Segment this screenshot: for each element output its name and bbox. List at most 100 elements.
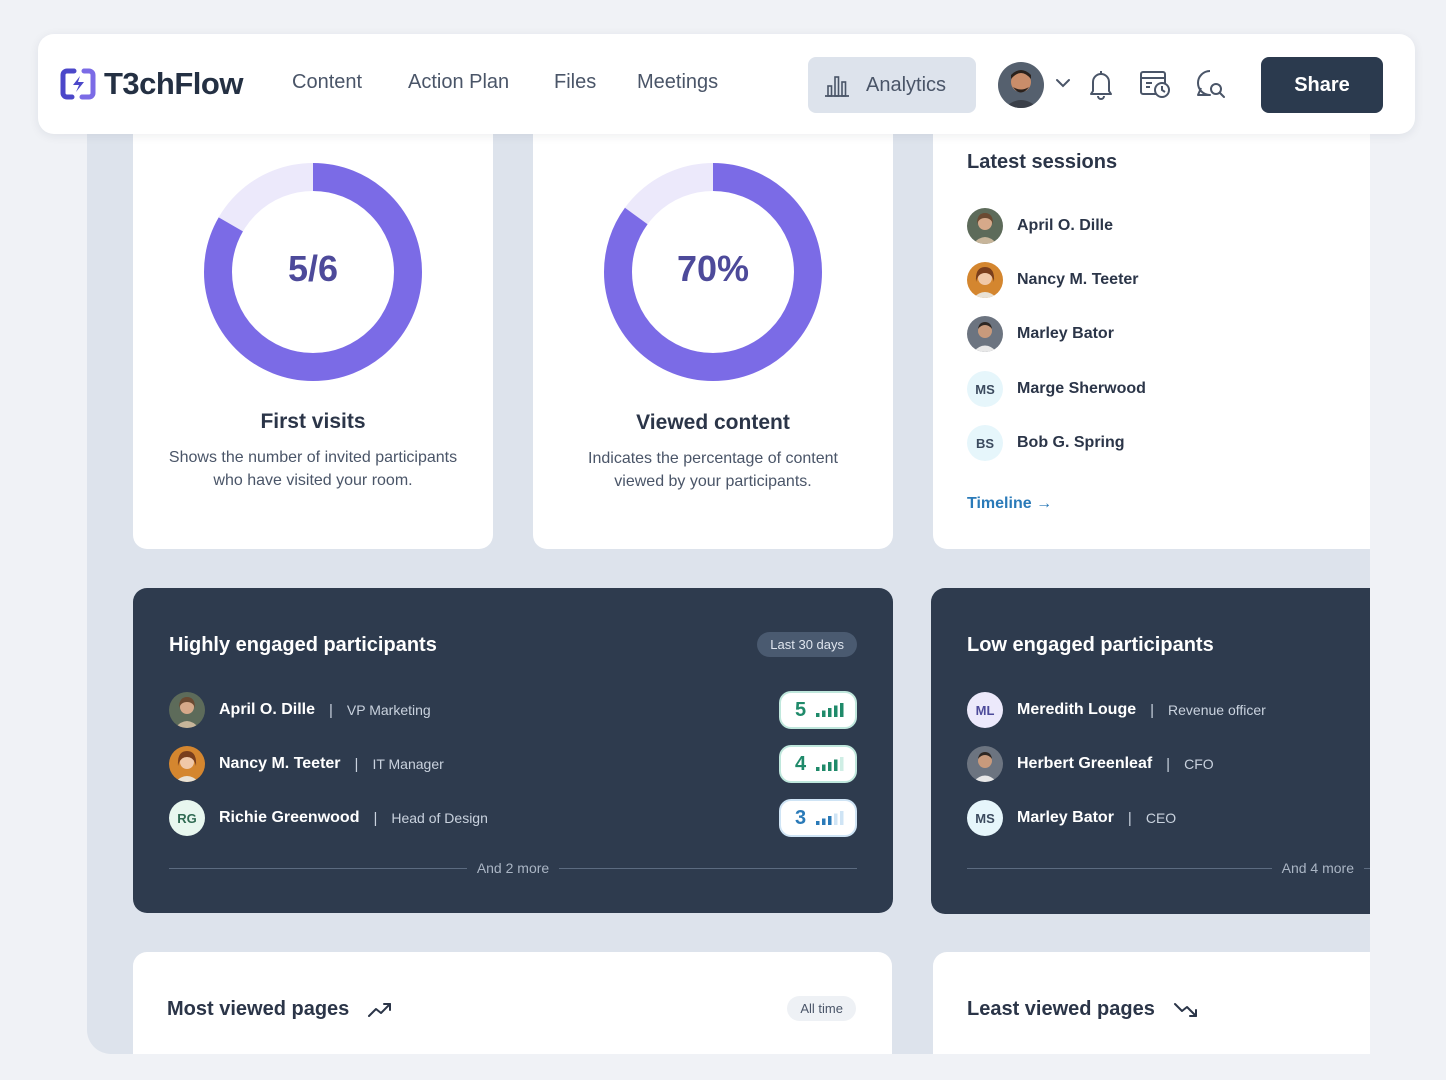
- avatar-initials: BS: [967, 425, 1003, 461]
- engagement-score-badge: 4: [779, 745, 857, 783]
- session-name: Marge Sherwood: [1017, 380, 1146, 397]
- participant-row[interactable]: Herbert Greenleaf | CFO: [967, 746, 1214, 782]
- viewed-content-value: 70%: [676, 248, 750, 289]
- participant-role: CEO: [1145, 810, 1177, 826]
- session-item[interactable]: MS Marge Sherwood: [967, 371, 1146, 407]
- avatar: [967, 262, 1003, 298]
- least-viewed-pages-card: Least viewed pages: [933, 952, 1370, 1054]
- donut-progress: [604, 163, 822, 381]
- participant-row[interactable]: RG Richie Greenwood | Head of Design: [169, 800, 488, 836]
- signal-strength-icon: [816, 703, 844, 717]
- participant-role: Revenue officer: [1168, 702, 1266, 718]
- avatar: [967, 208, 1003, 244]
- analytics-label: Analytics: [866, 73, 947, 96]
- session-name: Bob G. Spring: [1017, 434, 1125, 451]
- session-name: April O. Dille: [1017, 217, 1114, 234]
- highly-engaged-card: Highly engaged participants Last 30 days…: [133, 588, 893, 913]
- score-value: 4: [795, 752, 807, 775]
- donut-progress: [204, 163, 422, 381]
- viewed-content-donut: [604, 163, 822, 381]
- divider: [1364, 867, 1370, 869]
- participant-role: IT Manager: [372, 756, 444, 772]
- low-engaged-card: Low engaged participants ML Meredith Lou…: [931, 588, 1370, 914]
- nav-analytics-tab[interactable]: Analytics: [808, 57, 976, 113]
- participant-name: Nancy M. Teeter: [219, 755, 341, 772]
- nav-link-meetings[interactable]: Meetings: [637, 71, 719, 93]
- engagement-score-badge: 3: [779, 799, 857, 837]
- more-participants[interactable]: And 2 more: [169, 858, 857, 878]
- session-name: Marley Bator: [1017, 325, 1114, 342]
- first-visits-title: First visits: [260, 410, 366, 433]
- participant-row[interactable]: April O. Dille | VP Marketing: [169, 692, 431, 728]
- brand-name: T3chFlow: [104, 66, 243, 101]
- first-visits-value: 5/6: [287, 248, 339, 289]
- date-range-badge[interactable]: All time: [787, 996, 856, 1021]
- nav-link-files[interactable]: Files: [554, 71, 597, 93]
- session-item[interactable]: BS Bob G. Spring: [967, 425, 1125, 461]
- participant-row[interactable]: MS Marley Bator | CEO: [967, 800, 1176, 836]
- participant-role: Head of Design: [391, 810, 488, 826]
- bell-icon[interactable]: [1084, 67, 1118, 101]
- avatar-initials: ML: [967, 692, 1003, 728]
- participant-role: VP Marketing: [346, 702, 431, 718]
- signal-strength-icon: [816, 757, 844, 771]
- least-viewed-title: Least viewed pages: [967, 998, 1155, 1020]
- timeline-link[interactable]: Timeline →: [967, 495, 1053, 512]
- score-value: 5: [795, 698, 807, 721]
- share-button[interactable]: Share: [1261, 57, 1383, 113]
- separator: |: [1150, 701, 1155, 719]
- low-engaged-title: Low engaged participants: [967, 634, 1214, 656]
- participant-name: Richie Greenwood: [219, 809, 360, 826]
- brand-logo[interactable]: T3chFlow: [58, 64, 243, 104]
- first-visits-desc-2: who have visited your room.: [213, 472, 413, 489]
- separator: |: [329, 701, 333, 719]
- more-participants[interactable]: And 4 more: [967, 858, 1370, 878]
- trending-up-icon: [368, 1002, 392, 1017]
- most-viewed-pages-card: Most viewed pages All time: [133, 952, 892, 1054]
- latest-sessions-title: Latest sessions: [967, 151, 1118, 173]
- session-item[interactable]: Nancy M. Teeter: [967, 262, 1139, 298]
- latest-sessions-card: Latest sessions April O. Dille Nancy M. …: [933, 110, 1370, 549]
- more-label: And 4 more: [1281, 860, 1354, 876]
- least-viewed-heading: Least viewed pages: [967, 998, 1199, 1021]
- date-range-badge[interactable]: Last 30 days: [757, 632, 857, 657]
- trending-down-icon: [1173, 1002, 1197, 1017]
- most-viewed-heading: Most viewed pages: [167, 998, 393, 1021]
- first-visits-donut: [204, 163, 422, 381]
- viewed-content-desc-1: Indicates the percentage of content: [588, 450, 838, 467]
- nav-link-action-plan[interactable]: Action Plan: [408, 71, 510, 93]
- score-value: 3: [795, 806, 807, 829]
- participant-name: April O. Dille: [219, 701, 316, 718]
- participant-role: CFO: [1184, 756, 1214, 772]
- viewed-content-title: Viewed content: [636, 411, 790, 434]
- chat-search-icon[interactable]: [1194, 67, 1228, 101]
- session-item[interactable]: Marley Bator: [967, 316, 1114, 352]
- logo-icon: [60, 68, 96, 100]
- divider: [169, 867, 467, 869]
- avatar-initials: MS: [967, 800, 1003, 836]
- viewed-content-card: 70% Viewed content Indicates the percent…: [533, 110, 893, 549]
- divider: [559, 867, 857, 869]
- most-viewed-title: Most viewed pages: [167, 998, 350, 1020]
- bar-chart-icon: [825, 76, 849, 97]
- engagement-score-badge: 5: [779, 691, 857, 729]
- avatar-initials: RG: [169, 800, 205, 836]
- first-visits-desc-1: Shows the number of invited participants: [168, 449, 458, 466]
- separator: |: [373, 809, 378, 827]
- participant-name: Marley Bator: [1017, 809, 1114, 826]
- participant-row[interactable]: Nancy M. Teeter | IT Manager: [169, 746, 444, 782]
- user-avatar[interactable]: [998, 62, 1044, 108]
- top-navbar: T3chFlow Content Action Plan Files Meeti…: [38, 34, 1415, 134]
- viewed-content-desc-2: viewed by your participants.: [614, 473, 812, 490]
- divider: [967, 867, 1272, 869]
- chevron-down-icon[interactable]: [1054, 74, 1072, 92]
- avatar: [967, 746, 1003, 782]
- session-item[interactable]: April O. Dille: [967, 208, 1113, 244]
- separator: |: [1127, 809, 1132, 827]
- nav-link-content[interactable]: Content: [292, 71, 363, 93]
- participant-row[interactable]: ML Meredith Louge | Revenue officer: [967, 692, 1266, 728]
- calendar-clock-icon[interactable]: [1138, 67, 1172, 101]
- signal-strength-icon: [816, 811, 844, 825]
- session-name: Nancy M. Teeter: [1017, 271, 1139, 288]
- participant-name: Meredith Louge: [1017, 701, 1137, 718]
